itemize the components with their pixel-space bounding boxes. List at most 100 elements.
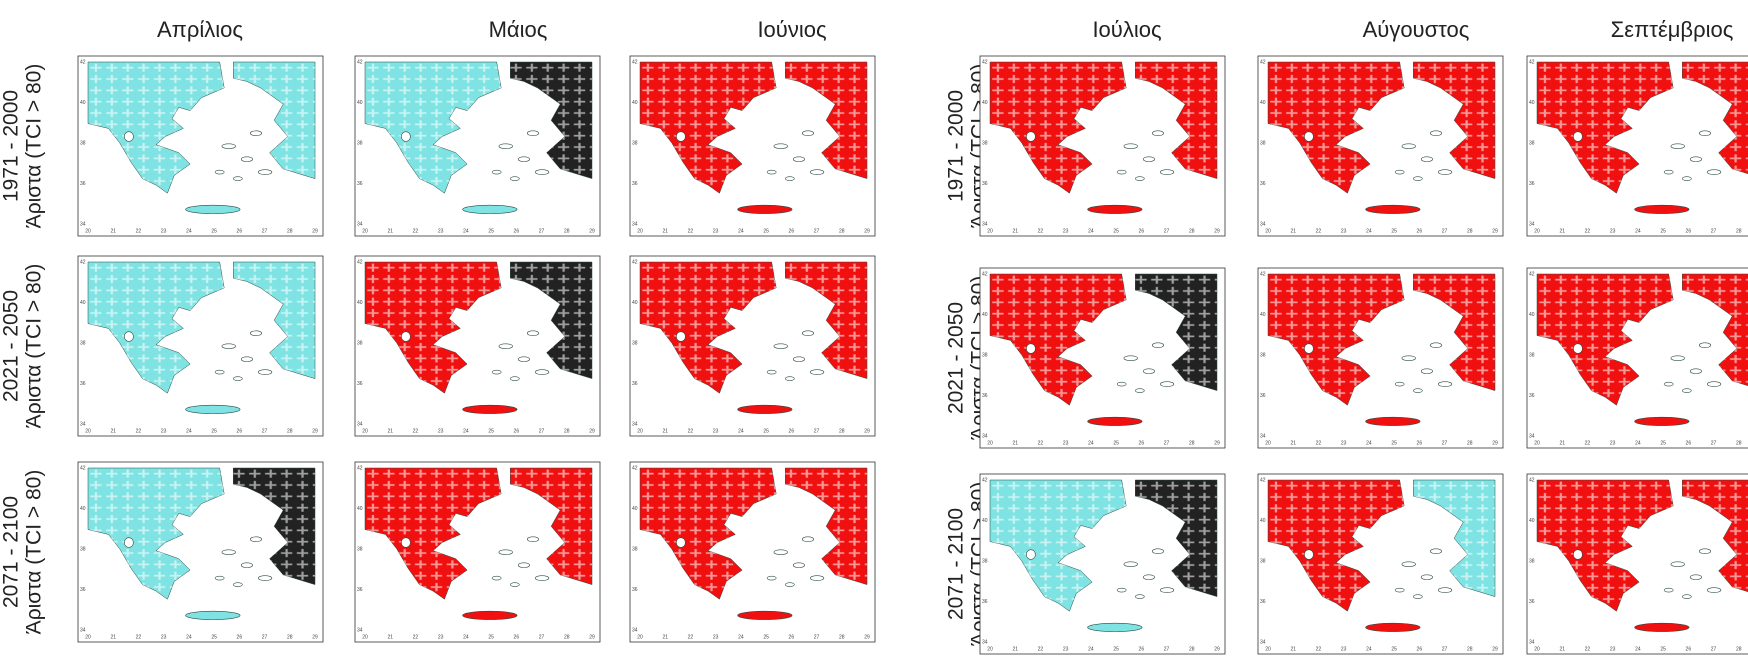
lat-tick-label: 34 xyxy=(632,421,638,427)
lon-tick-label: 21 xyxy=(1559,440,1565,446)
island xyxy=(1664,382,1673,386)
island xyxy=(767,370,776,374)
island xyxy=(1395,382,1404,386)
island xyxy=(1421,157,1432,162)
lon-tick-label: 28 xyxy=(1467,228,1473,234)
lon-tick-label: 27 xyxy=(1711,440,1717,446)
lon-tick-label: 26 xyxy=(789,634,795,640)
lat-tick-label: 38 xyxy=(357,546,363,552)
island xyxy=(1573,344,1582,354)
lon-tick-label: 29 xyxy=(1214,440,1220,446)
lat-tick-label: 38 xyxy=(632,546,638,552)
lon-tick-label: 27 xyxy=(262,428,268,434)
map-panel: 202122232425262728293436384042 xyxy=(980,56,1225,236)
island xyxy=(1635,417,1689,425)
lon-tick-label: 29 xyxy=(1492,228,1498,234)
lat-tick-label: 40 xyxy=(1529,312,1535,318)
lat-tick-label: 42 xyxy=(1260,271,1266,277)
island xyxy=(499,144,513,149)
lon-tick-label: 25 xyxy=(1391,228,1397,234)
lon-tick-label: 20 xyxy=(1534,228,1540,234)
island xyxy=(1438,588,1452,593)
island xyxy=(774,144,788,149)
lat-tick-label: 38 xyxy=(357,340,363,346)
lon-tick-label: 28 xyxy=(1736,228,1742,234)
island xyxy=(1707,382,1721,387)
lat-tick-label: 42 xyxy=(982,59,988,65)
island xyxy=(222,144,236,149)
island xyxy=(1124,356,1138,361)
lon-tick-label: 20 xyxy=(85,634,91,640)
lon-tick-label: 22 xyxy=(688,428,694,434)
island xyxy=(738,405,792,413)
lon-tick-label: 27 xyxy=(1442,440,1448,446)
lon-tick-label: 24 xyxy=(186,428,192,434)
lon-tick-label: 26 xyxy=(1686,646,1692,652)
lat-tick-label: 42 xyxy=(982,271,988,277)
map-panel: 202122232425262728293436384042 xyxy=(78,256,323,436)
month-title: Ιούνιος xyxy=(757,17,826,42)
lon-tick-label: 28 xyxy=(564,634,570,640)
island xyxy=(793,157,804,162)
lon-tick-label: 21 xyxy=(662,228,668,234)
lat-tick-label: 38 xyxy=(1260,352,1266,358)
lon-tick-label: 24 xyxy=(738,634,744,640)
lat-tick-label: 34 xyxy=(357,421,363,427)
island xyxy=(258,370,272,375)
lon-tick-label: 25 xyxy=(763,634,769,640)
island xyxy=(1395,588,1404,592)
island xyxy=(1117,170,1126,174)
lat-tick-label: 36 xyxy=(80,381,86,387)
row-label: Άριστα (TCI > 80) xyxy=(23,264,46,429)
lon-tick-label: 27 xyxy=(1711,228,1717,234)
island xyxy=(250,331,261,336)
lat-tick-label: 42 xyxy=(1529,59,1535,65)
lat-tick-label: 36 xyxy=(1260,393,1266,399)
map-panel: 202122232425262728293436384042 xyxy=(980,268,1225,448)
lat-tick-label: 34 xyxy=(1260,433,1266,439)
lon-tick-label: 24 xyxy=(1088,646,1094,652)
lon-tick-label: 25 xyxy=(1113,228,1119,234)
lat-tick-label: 36 xyxy=(357,181,363,187)
lon-tick-label: 29 xyxy=(864,428,870,434)
lat-tick-label: 40 xyxy=(80,100,86,106)
map-panel: 202122232425262728293436384042 xyxy=(1258,56,1503,236)
lon-tick-label: 23 xyxy=(161,634,167,640)
lat-tick-label: 36 xyxy=(982,599,988,605)
lat-tick-label: 40 xyxy=(1529,100,1535,106)
lat-tick-label: 36 xyxy=(982,181,988,187)
island xyxy=(1135,177,1144,181)
island xyxy=(1690,369,1701,374)
lon-tick-label: 20 xyxy=(1265,440,1271,446)
lon-tick-label: 29 xyxy=(589,634,595,640)
lon-tick-label: 20 xyxy=(637,634,643,640)
island xyxy=(1430,343,1441,348)
island xyxy=(1699,131,1710,136)
lon-tick-label: 20 xyxy=(1534,440,1540,446)
lat-tick-label: 34 xyxy=(1529,221,1535,227)
lat-tick-label: 40 xyxy=(1260,100,1266,106)
lon-tick-label: 23 xyxy=(1610,228,1616,234)
lon-tick-label: 23 xyxy=(438,634,444,640)
lat-tick-label: 38 xyxy=(80,140,86,146)
island xyxy=(793,357,804,362)
island xyxy=(258,170,272,175)
lon-tick-label: 27 xyxy=(539,634,545,640)
map-panel: 202122232425262728293436384042 xyxy=(1258,268,1503,448)
island xyxy=(1671,144,1685,149)
lon-tick-label: 23 xyxy=(1063,228,1069,234)
lat-tick-label: 40 xyxy=(357,506,363,512)
island xyxy=(124,132,133,142)
island xyxy=(1635,205,1689,213)
lon-tick-label: 24 xyxy=(1635,440,1641,446)
island xyxy=(774,550,788,555)
lat-tick-label: 36 xyxy=(632,381,638,387)
island xyxy=(1088,623,1142,631)
lon-tick-label: 24 xyxy=(1635,646,1641,652)
lon-tick-label: 21 xyxy=(387,428,393,434)
lat-tick-label: 42 xyxy=(982,477,988,483)
island xyxy=(1664,588,1673,592)
lon-tick-label: 22 xyxy=(1316,440,1322,446)
lon-tick-label: 25 xyxy=(1391,440,1397,446)
lon-tick-label: 22 xyxy=(136,634,142,640)
